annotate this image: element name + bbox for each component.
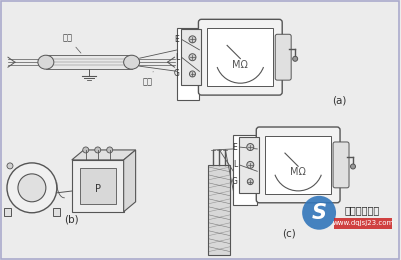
Circle shape (107, 147, 113, 153)
Text: L: L (175, 53, 180, 62)
Circle shape (7, 163, 57, 213)
Circle shape (189, 71, 195, 77)
Text: E: E (175, 35, 180, 44)
Text: L: L (233, 160, 237, 170)
Bar (178, 28, 199, 100)
Text: 导线: 导线 (143, 72, 153, 86)
Circle shape (247, 161, 254, 168)
Bar (233, 135, 257, 205)
Circle shape (189, 36, 196, 43)
Text: G: G (231, 177, 237, 186)
Circle shape (189, 54, 196, 61)
Circle shape (350, 164, 356, 169)
Circle shape (7, 163, 13, 169)
Text: (b): (b) (65, 215, 79, 225)
Text: G: G (174, 69, 180, 79)
Text: www.dqjsj23.com: www.dqjsj23.com (332, 220, 394, 226)
Text: E: E (233, 142, 237, 152)
Polygon shape (72, 150, 136, 160)
Bar (209, 165, 230, 255)
Ellipse shape (124, 55, 140, 69)
Text: P: P (95, 184, 101, 194)
Bar (265, 136, 331, 194)
Bar (334, 218, 392, 229)
Text: (c): (c) (282, 229, 296, 239)
Ellipse shape (38, 55, 54, 69)
Bar (46, 55, 132, 69)
Circle shape (302, 196, 336, 230)
Text: 钓管: 钓管 (63, 33, 81, 53)
FancyBboxPatch shape (198, 19, 282, 95)
Bar (182, 29, 201, 85)
FancyBboxPatch shape (333, 142, 349, 188)
Polygon shape (124, 150, 136, 212)
FancyBboxPatch shape (275, 34, 291, 80)
Bar (53, 208, 60, 216)
Circle shape (293, 56, 298, 61)
Bar (207, 28, 273, 86)
Circle shape (247, 179, 253, 185)
Text: (a): (a) (332, 95, 346, 105)
Bar (239, 137, 259, 193)
Text: 电工技术之家: 电工技术之家 (344, 205, 380, 215)
Text: MΩ: MΩ (233, 60, 248, 69)
Bar (80, 168, 115, 204)
Text: MΩ: MΩ (290, 167, 306, 177)
Circle shape (18, 174, 46, 202)
Circle shape (247, 144, 254, 151)
Circle shape (95, 147, 101, 153)
FancyBboxPatch shape (256, 127, 340, 203)
Text: S: S (312, 203, 326, 223)
Bar (4, 208, 11, 216)
Circle shape (83, 147, 89, 153)
Bar (72, 160, 124, 212)
